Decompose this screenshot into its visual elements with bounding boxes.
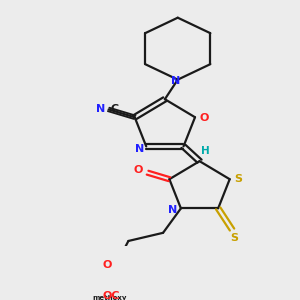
Text: O: O bbox=[103, 260, 112, 270]
Text: S: S bbox=[230, 233, 238, 243]
Text: S: S bbox=[235, 174, 243, 184]
Text: N: N bbox=[171, 76, 180, 86]
Text: O: O bbox=[199, 113, 208, 123]
Text: OC: OC bbox=[103, 291, 120, 300]
Text: C: C bbox=[110, 103, 118, 114]
Text: H: H bbox=[201, 146, 210, 155]
Text: methoxy: methoxy bbox=[92, 295, 127, 300]
Text: N: N bbox=[168, 205, 178, 215]
Text: N: N bbox=[135, 144, 144, 154]
Text: N: N bbox=[96, 103, 105, 114]
Text: O: O bbox=[134, 165, 143, 175]
